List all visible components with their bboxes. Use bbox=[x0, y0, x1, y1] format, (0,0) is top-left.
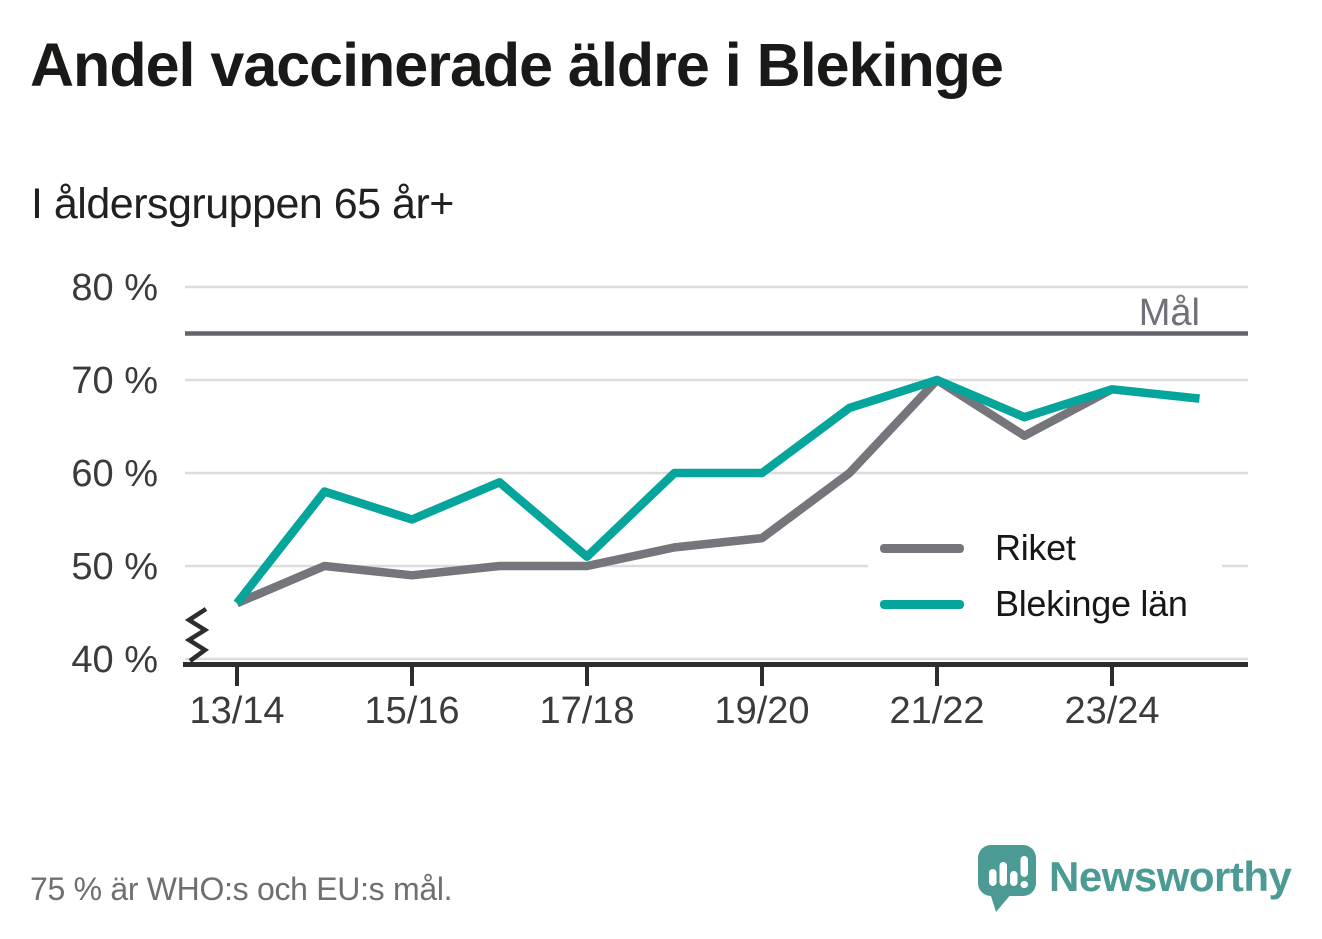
newsworthy-wordmark: Newsworthy bbox=[1049, 853, 1292, 900]
legend-label-riket: Riket bbox=[995, 527, 1076, 568]
x-axis-tick-label: 15/16 bbox=[364, 690, 459, 732]
x-axis-tick-label: 19/20 bbox=[714, 690, 809, 732]
newsworthy-logo: Newsworthy bbox=[978, 845, 1292, 915]
footnote: 75 % är WHO:s och EU:s mål. bbox=[30, 871, 453, 907]
y-axis-tick-label: 80 % bbox=[71, 267, 158, 309]
x-axis-tick-label: 23/24 bbox=[1064, 690, 1159, 732]
y-axis-break-icon bbox=[184, 607, 210, 663]
legend-item-riket: Riket bbox=[880, 526, 1222, 570]
page-title: Andel vaccinerade äldre i Blekinge bbox=[30, 31, 1004, 99]
y-axis-tick-label: 60 % bbox=[71, 453, 158, 495]
series-line-riket bbox=[235, 375, 1114, 608]
series-line-blekinge bbox=[233, 375, 1200, 606]
newsworthy-logo-icon bbox=[978, 845, 1036, 912]
legend-swatch-riket-icon bbox=[880, 543, 964, 553]
y-axis-tick-label: 40 % bbox=[71, 639, 158, 681]
y-axis-tick-label: 50 % bbox=[71, 546, 158, 588]
x-axis-tick-label: 13/14 bbox=[189, 690, 284, 732]
legend-item-blekinge: Blekinge län bbox=[880, 582, 1222, 626]
x-axis-tick-label: 21/22 bbox=[889, 690, 984, 732]
legend-swatch-blekinge-icon bbox=[880, 599, 964, 609]
legend-label-blekinge: Blekinge län bbox=[995, 583, 1188, 624]
chart-legend: Riket Blekinge län bbox=[868, 519, 1222, 633]
x-axis-tick-label: 17/18 bbox=[539, 690, 634, 732]
reference-line-label: Mål bbox=[1138, 292, 1200, 334]
chart-subtitle: I åldersgruppen 65 år+ bbox=[31, 180, 454, 228]
y-axis-tick-label: 70 % bbox=[71, 360, 158, 402]
